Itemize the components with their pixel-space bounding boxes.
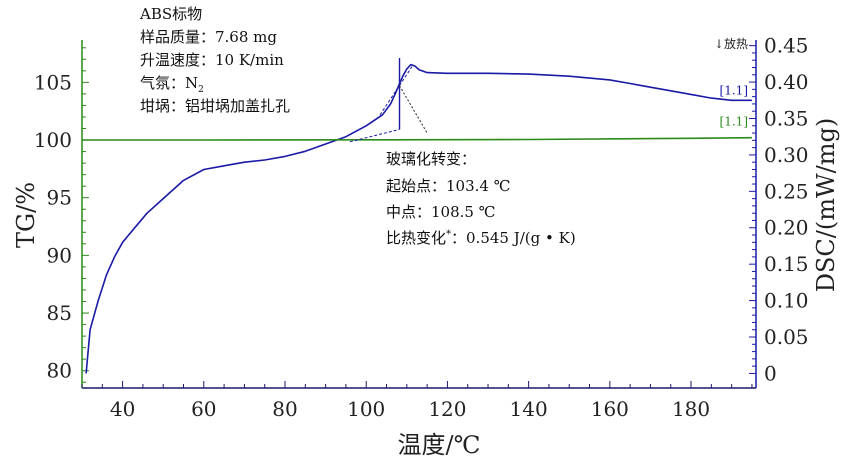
right-tick-label: 0.30 [764,143,809,167]
leader-line [399,85,428,134]
sample-info-line: 升温速度：10 K/min [140,51,284,69]
gt-title: 玻璃化转变： [386,150,476,168]
x-tick-label: 100 [347,397,385,421]
gt-cp-change: 比热变化*：0.545 J/(g • K) [386,229,576,247]
gt-midpoint: 中点：108.5 ℃ [386,203,496,221]
x-tick-label: 160 [591,397,629,421]
sample-info-line: 样品质量：7.68 mg [140,28,277,46]
gt-onset: 起始点：103.4 ℃ [386,177,511,195]
axes-group: 40 60 80 100 120 140 160 180 80 85 90 95 100 105 0 0.05… [12,34,840,459]
right-tick-label: 0.40 [764,70,809,94]
sample-info-line: ABS标物 [139,5,202,23]
x-tick-label: 120 [428,397,466,421]
dsc-curve [85,63,752,374]
left-tick-label: 95 [47,186,72,210]
tg-curve [82,136,752,141]
left-tick-label: 105 [34,70,72,94]
sample-info-line: 气氛：N2 [140,74,204,95]
subscript-2: 2 [198,85,204,95]
x-axis-title: 温度/℃ [398,431,481,459]
exo-direction-label: ↓放热 [714,36,748,51]
x-tick-label: 60 [191,397,216,421]
series-group: [1.1] [1.1] [82,63,752,374]
left-axis-title: TG/% [12,182,40,248]
baseline-tangent-line [349,128,400,143]
gt-cp-value: ：0.545 J/(g • K) [451,229,576,247]
left-tick-label: 80 [47,359,72,383]
right-tick-label: 0.35 [764,106,809,130]
x-tick-label: 180 [672,397,710,421]
x-tick-label: 140 [510,397,548,421]
right-tick-label: 0.05 [764,325,809,349]
right-tick-label: 0.20 [764,216,809,240]
right-tick-label: 0.15 [764,252,809,276]
right-tick-label: 0.10 [764,289,809,313]
right-axis-title: DSC/(mW/mg) [812,118,840,293]
tg-series-tag: [1.1] [720,115,748,129]
x-tick-label: 80 [272,397,297,421]
left-tick-label: 100 [34,128,72,152]
dsc-series-tag: [1.1] [720,83,748,97]
right-tick-label: 0.45 [764,34,809,58]
left-tick-label: 85 [47,301,72,325]
superscript-star: * [446,229,451,240]
left-tick-label: 90 [47,243,72,267]
right-tick-label: 0.25 [764,179,809,203]
sample-info-line: 坩埚：铝坩埚加盖扎孔 [140,97,290,115]
right-tick-label: 0 [764,361,777,385]
x-tick-label: 40 [110,397,135,421]
